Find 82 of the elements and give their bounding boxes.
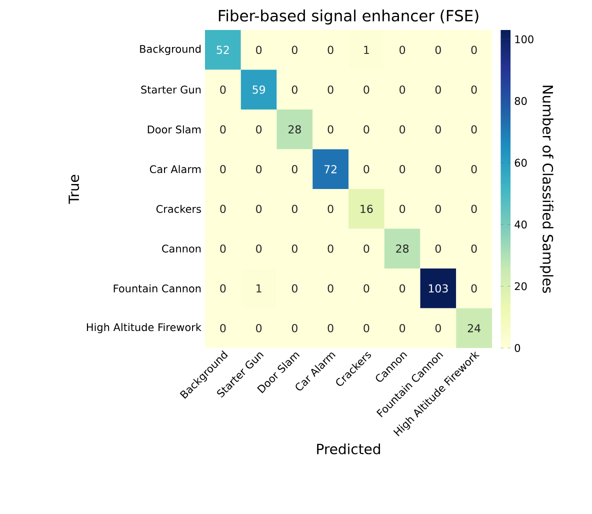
color-bar-label: 80 bbox=[514, 97, 527, 105]
data-label: 0 bbox=[400, 204, 406, 214]
data-label: 0 bbox=[400, 85, 406, 94]
y-tick-label: Crackers bbox=[156, 204, 201, 213]
data-label: 0 bbox=[400, 324, 406, 332]
data-label: 28 bbox=[288, 125, 301, 134]
data-label: 0 bbox=[256, 324, 262, 332]
data-label: 0 bbox=[256, 204, 262, 214]
y-axis-title: True bbox=[68, 174, 80, 204]
data-label: 0 bbox=[364, 324, 370, 332]
data-label: 0 bbox=[471, 244, 477, 253]
data-label: 0 bbox=[328, 204, 334, 214]
data-label: 103 bbox=[428, 284, 448, 293]
data-label: 0 bbox=[364, 164, 370, 174]
data-label: 0 bbox=[364, 284, 370, 293]
color-bar-label: 0 bbox=[514, 344, 520, 352]
data-label: 0 bbox=[364, 85, 370, 94]
data-label: 0 bbox=[292, 204, 298, 214]
data-label: 0 bbox=[292, 324, 298, 332]
y-tick-label: Background bbox=[140, 44, 201, 55]
color-bar-label: 20 bbox=[514, 282, 527, 290]
data-label: 16 bbox=[360, 204, 373, 214]
data-label: 0 bbox=[220, 204, 226, 214]
data-label: 0 bbox=[435, 85, 441, 94]
data-label: 59 bbox=[252, 85, 266, 94]
data-label: 0 bbox=[292, 164, 298, 174]
data-label: 0 bbox=[435, 324, 441, 332]
data-label: 52 bbox=[216, 46, 229, 54]
data-label: 0 bbox=[471, 85, 477, 94]
data-label: 0 bbox=[328, 85, 334, 94]
data-label: 0 bbox=[435, 125, 441, 134]
color-bar-label: 100 bbox=[515, 35, 534, 44]
data-label: 0 bbox=[292, 85, 298, 94]
data-label: 0 bbox=[256, 164, 262, 174]
data-label: 0 bbox=[220, 324, 226, 332]
data-label: 0 bbox=[400, 284, 406, 293]
data-label: 72 bbox=[324, 165, 336, 174]
data-label: 1 bbox=[256, 284, 262, 292]
y-tick-label: High Altitude Firework bbox=[86, 323, 202, 334]
data-label: 0 bbox=[471, 204, 477, 214]
color-bar-label: 60 bbox=[514, 158, 527, 167]
data-label: 0 bbox=[328, 125, 334, 134]
data-label: 0 bbox=[328, 244, 334, 253]
data-label: 0 bbox=[435, 164, 441, 174]
data-label: 0 bbox=[292, 46, 298, 54]
data-label: 0 bbox=[364, 125, 370, 134]
x-axis-title: Predicted bbox=[317, 443, 380, 454]
data-label: 0 bbox=[400, 46, 406, 54]
y-tick-label: Car Alarm bbox=[150, 165, 201, 174]
data-label: 0 bbox=[220, 85, 226, 94]
data-label: 0 bbox=[471, 125, 477, 134]
data-label: 28 bbox=[396, 244, 409, 253]
data-label: 0 bbox=[400, 125, 406, 134]
data-label: 0 bbox=[256, 125, 262, 134]
data-label: 0 bbox=[471, 46, 477, 54]
color-bar-title: Number of Classified Samples bbox=[540, 86, 554, 293]
data-label: 0 bbox=[220, 244, 226, 253]
data-label: 0 bbox=[328, 284, 334, 293]
data-label: 0 bbox=[292, 284, 298, 293]
data-label: 0 bbox=[400, 164, 406, 174]
data-label: 0 bbox=[220, 125, 226, 134]
data-label: 0 bbox=[220, 284, 226, 293]
y-tick-label: Starter Gun bbox=[141, 86, 201, 94]
data-label: 0 bbox=[435, 46, 441, 54]
data-label: 0 bbox=[435, 204, 441, 214]
data-label: 0 bbox=[256, 244, 262, 253]
y-tick-label: Cannon bbox=[162, 244, 201, 253]
chart-title: Fiber-based signal enhancer (FSE) bbox=[218, 10, 478, 25]
data-label: 24 bbox=[468, 324, 480, 332]
data-label: 0 bbox=[435, 244, 441, 253]
data-label: 0 bbox=[364, 244, 370, 253]
data-label: 0 bbox=[471, 284, 477, 293]
color-bar-label: 40 bbox=[514, 220, 527, 228]
data-label: 0 bbox=[328, 324, 334, 332]
y-tick-label: Door Slam bbox=[148, 125, 201, 134]
data-label: 0 bbox=[328, 46, 334, 54]
data-label: 0 bbox=[220, 164, 226, 174]
data-label: 0 bbox=[471, 164, 477, 174]
data-label: 0 bbox=[292, 244, 298, 253]
y-tick-label: Fountain Cannon bbox=[114, 284, 201, 292]
data-label: 1 bbox=[364, 46, 369, 54]
data-label: 0 bbox=[256, 46, 262, 54]
